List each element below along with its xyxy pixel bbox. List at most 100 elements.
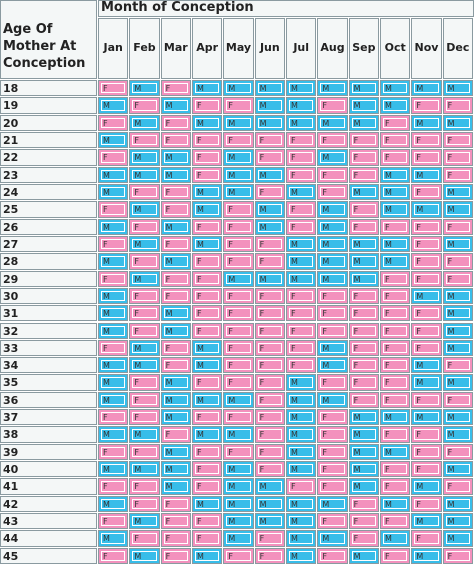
age-label: 18	[0, 80, 97, 97]
gender-cell: M	[286, 443, 317, 461]
gender-letter: F	[320, 325, 345, 336]
gender-cell: M	[160, 478, 191, 495]
month-label: Apr	[192, 18, 223, 79]
gender-letter: M	[289, 83, 314, 94]
gender-letter: M	[101, 360, 126, 371]
gender-letter: F	[289, 360, 314, 371]
gender-cell: M	[129, 513, 160, 530]
gender-letter: M	[351, 238, 376, 250]
gender-letter: F	[320, 169, 345, 180]
gender-cell: F	[129, 305, 160, 322]
gender-cell: F	[192, 287, 223, 305]
gender-cell: M	[98, 461, 129, 478]
gender-letter: F	[132, 377, 157, 388]
gender-letter: M	[257, 481, 282, 492]
gender-letter: M	[445, 308, 470, 319]
gender-letter: M	[132, 464, 157, 475]
gender-cell: F	[380, 374, 411, 391]
gender-cell: F	[442, 253, 473, 270]
gender-cell: F	[411, 322, 442, 339]
gender-letter: M	[414, 481, 439, 492]
gender-cell: F	[380, 357, 411, 374]
gender-cell: F	[380, 322, 411, 339]
gender-letter: F	[289, 134, 314, 146]
gender-letter: F	[383, 117, 408, 128]
gender-letter: M	[351, 412, 376, 423]
gender-cell: F	[411, 530, 442, 547]
gender-cell: F	[254, 426, 285, 443]
gender-letter: F	[132, 481, 157, 492]
gender-letter: F	[414, 186, 439, 198]
gender-cell: M	[98, 131, 129, 149]
gender-letter: M	[351, 464, 376, 475]
gender-letter: F	[195, 481, 220, 492]
gender-letter: F	[163, 273, 188, 284]
gender-letter: F	[257, 342, 282, 354]
gender-cell: F	[192, 513, 223, 530]
gender-letter: F	[163, 429, 188, 440]
gender-letter: M	[383, 186, 408, 198]
gender-letter: M	[289, 256, 314, 267]
gender-letter: M	[195, 394, 220, 406]
gender-cell: F	[442, 97, 473, 114]
gender-letter: F	[257, 290, 282, 302]
gender-letter: F	[289, 308, 314, 319]
gender-cell: M	[192, 183, 223, 201]
gender-letter: F	[195, 169, 220, 180]
gender-cell: F	[160, 357, 191, 374]
gender-cell: F	[286, 166, 317, 183]
gender-letter: M	[163, 221, 188, 232]
gender-cell: M	[286, 374, 317, 391]
gender-letter: F	[132, 134, 157, 146]
gender-cell: F	[160, 530, 191, 547]
gender-letter: F	[414, 152, 439, 163]
gender-cell: M	[160, 391, 191, 409]
gender-cell: F	[223, 443, 254, 461]
gender-letter: F	[257, 360, 282, 371]
gender-letter: F	[320, 446, 345, 458]
gender-cell: F	[317, 461, 348, 478]
age-label: 29	[0, 270, 97, 287]
gender-cell: M	[98, 218, 129, 235]
gender-cell: F	[160, 339, 191, 357]
month-label: Feb	[129, 18, 160, 79]
gender-letter: F	[226, 308, 251, 319]
gender-cell: F	[254, 339, 285, 357]
gender-letter: F	[383, 290, 408, 302]
gender-letter: F	[163, 290, 188, 302]
gender-cell: M	[160, 409, 191, 426]
gender-cell: F	[223, 218, 254, 235]
gender-letter: M	[320, 204, 345, 215]
gender-cell: M	[160, 374, 191, 391]
gender-letter: F	[351, 134, 376, 146]
gender-letter: F	[320, 377, 345, 388]
gender-cell: F	[129, 218, 160, 235]
gender-cell: M	[317, 391, 348, 409]
gender-cell: F	[411, 305, 442, 322]
gender-letter: F	[163, 186, 188, 198]
gender-cell: M	[192, 201, 223, 218]
gender-letter: M	[257, 204, 282, 215]
gender-cell: F	[442, 131, 473, 149]
gender-letter: M	[351, 186, 376, 198]
gender-cell: F	[129, 183, 160, 201]
gender-cell: M	[317, 149, 348, 166]
gender-letter: M	[289, 550, 314, 561]
gender-cell: M	[254, 166, 285, 183]
month-header: Month of Conception	[98, 0, 474, 17]
gender-cell: F	[380, 339, 411, 357]
gender-cell: F	[254, 530, 285, 547]
gender-cell: M	[286, 409, 317, 426]
gender-letter: M	[163, 169, 188, 180]
age-label: 44	[0, 530, 97, 547]
gender-letter: M	[132, 360, 157, 371]
gender-cell: M	[317, 218, 348, 235]
gender-letter: M	[101, 394, 126, 406]
gender-cell: F	[411, 495, 442, 513]
gender-cell: F	[442, 391, 473, 409]
gender-cell: F	[411, 443, 442, 461]
gender-cell: M	[98, 391, 129, 409]
gender-letter: F	[289, 204, 314, 215]
gender-letter: F	[383, 325, 408, 336]
gender-letter: F	[132, 308, 157, 319]
